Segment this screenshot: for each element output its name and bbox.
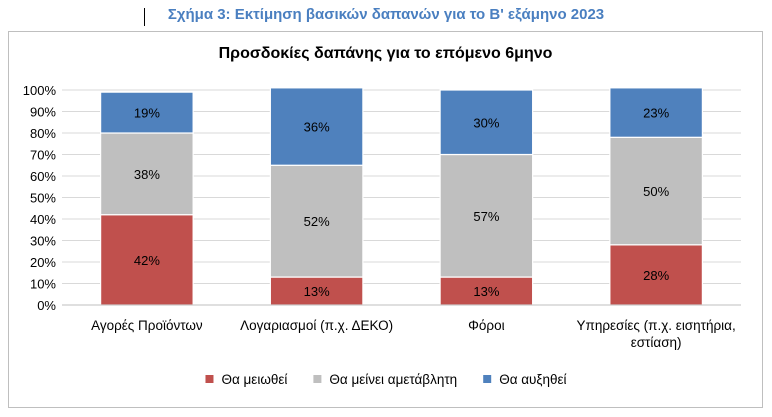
x-tick-label-line: Υπηρεσίες (π.χ. εισητήρια, bbox=[577, 318, 736, 333]
x-tick-label: Λογαριασμοί (π.χ. ΔΕΚΟ) bbox=[240, 318, 393, 333]
data-label: 57% bbox=[473, 209, 499, 224]
data-label: 42% bbox=[134, 253, 160, 268]
bar-segment bbox=[439, 153, 534, 278]
legend-swatch bbox=[483, 375, 492, 383]
bar-segment bbox=[269, 276, 364, 306]
bar-segment bbox=[100, 132, 194, 216]
bar-segment bbox=[609, 244, 703, 306]
legend-label: Θα αυξηθεί bbox=[499, 372, 566, 387]
data-label: 13% bbox=[473, 284, 499, 299]
y-tick-label: 30% bbox=[30, 234, 56, 249]
bar-segment bbox=[269, 164, 364, 278]
data-label: 50% bbox=[643, 184, 669, 199]
bar-segment bbox=[609, 87, 703, 138]
bar-segment bbox=[609, 136, 703, 246]
bar-segment bbox=[100, 91, 194, 134]
data-label: 52% bbox=[304, 214, 330, 229]
legend-swatch bbox=[205, 375, 214, 383]
x-tick-label-line: εστίαση) bbox=[631, 335, 682, 350]
y-tick-label: 20% bbox=[30, 255, 56, 270]
data-label: 28% bbox=[643, 268, 669, 283]
chart-title: Προσδοκίες δαπάνης για το επόμενο 6μηνο bbox=[218, 45, 553, 62]
x-tick-label: Αγορές Προϊόντων bbox=[91, 318, 203, 333]
x-tick-label: Υπηρεσίες (π.χ. εισητήρια, εστίαση) bbox=[577, 318, 736, 350]
legend-swatch bbox=[313, 375, 322, 383]
x-tick-label-line: Αγορές Προϊόντων bbox=[91, 318, 203, 333]
y-tick-label: 10% bbox=[30, 277, 56, 292]
x-axis: Αγορές Προϊόντων Λογαριασμοί (π.χ. ΔΕΚΟ) Φ… bbox=[62, 304, 741, 350]
y-tick-label: 80% bbox=[30, 126, 56, 141]
data-label: 23% bbox=[643, 106, 669, 121]
y-tick-label: 70% bbox=[30, 148, 56, 163]
bar-segment bbox=[439, 276, 534, 306]
figure-caption: Σχήμα 3: Εκτίμηση βασικών δαπανών για το… bbox=[167, 6, 605, 23]
legend: Θα μειωθεί Θα μείνει αμετάβλητη Θα αυξηθεί bbox=[205, 372, 567, 387]
y-tick-label: 100% bbox=[23, 83, 57, 98]
x-tick-label-line: Λογαριασμοί (π.χ. ΔΕΚΟ) bbox=[240, 318, 393, 333]
x-tick-label: Φόροι bbox=[468, 318, 504, 333]
data-label: 19% bbox=[134, 106, 160, 121]
bar-segment bbox=[439, 89, 534, 156]
data-label: 38% bbox=[134, 167, 160, 182]
y-tick-label: 90% bbox=[30, 105, 56, 120]
y-tick-label: 0% bbox=[37, 298, 56, 313]
data-label: 13% bbox=[304, 284, 330, 299]
data-label: 30% bbox=[473, 115, 499, 130]
bar-segment bbox=[269, 87, 364, 166]
text-cursor bbox=[144, 8, 145, 26]
y-tick-label: 50% bbox=[30, 191, 56, 206]
y-tick-label: 60% bbox=[30, 169, 56, 184]
y-axis: 0% 10% 20% 30% 40% 50% 60% 70% 80% 90% 100% bbox=[23, 83, 57, 313]
x-tick-label-line: Φόροι bbox=[468, 318, 504, 333]
legend-label: Θα μειωθεί bbox=[221, 372, 287, 387]
y-tick-label: 40% bbox=[30, 212, 56, 227]
legend-label: Θα μείνει αμετάβλητη bbox=[329, 372, 457, 387]
data-label: 36% bbox=[304, 120, 330, 135]
bars: 42% 38% 19% 13% 52% 36% 13% 57% 30% 28% 50% 23% bbox=[100, 87, 703, 306]
